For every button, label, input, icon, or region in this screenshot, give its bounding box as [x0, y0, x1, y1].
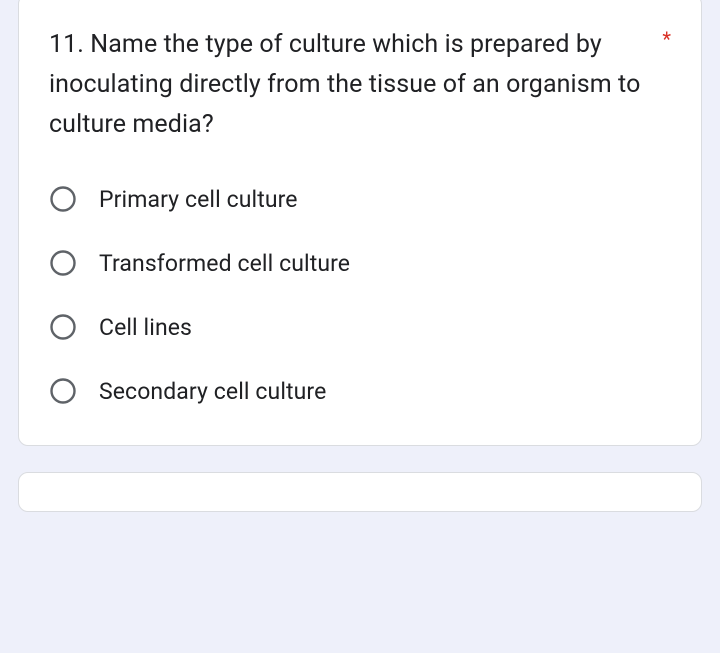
radio-unchecked-icon [49, 185, 77, 213]
question-text: 11. Name the type of culture which is pr… [49, 25, 652, 145]
radio-unchecked-icon [49, 313, 77, 341]
radio-unchecked-icon [49, 249, 77, 277]
radio-unchecked-icon [49, 377, 77, 405]
option-label: Cell lines [99, 314, 192, 341]
option-label: Secondary cell culture [99, 378, 326, 405]
option-primary-cell-culture[interactable]: Primary cell culture [49, 185, 671, 213]
option-transformed-cell-culture[interactable]: Transformed cell culture [49, 249, 671, 277]
option-secondary-cell-culture[interactable]: Secondary cell culture [49, 377, 671, 405]
option-label: Transformed cell culture [99, 250, 350, 277]
next-card-peek [18, 472, 702, 512]
required-asterisk: * [662, 25, 671, 53]
options-group: Primary cell culture Transformed cell cu… [49, 185, 671, 405]
question-card: 11. Name the type of culture which is pr… [18, 0, 702, 446]
option-label: Primary cell culture [99, 186, 298, 213]
question-row: 11. Name the type of culture which is pr… [49, 25, 671, 145]
option-cell-lines[interactable]: Cell lines [49, 313, 671, 341]
